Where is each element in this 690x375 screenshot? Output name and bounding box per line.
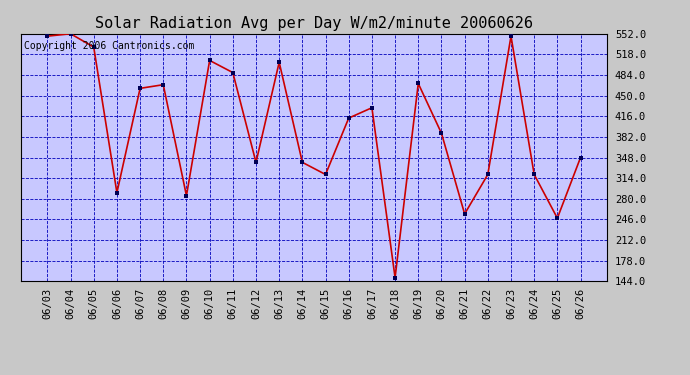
- Point: [343, 115, 354, 121]
- Point: [575, 154, 586, 160]
- Point: [320, 171, 331, 177]
- Point: [552, 215, 563, 221]
- Point: [366, 105, 377, 111]
- Point: [297, 159, 308, 165]
- Title: Solar Radiation Avg per Day W/m2/minute 20060626: Solar Radiation Avg per Day W/m2/minute …: [95, 16, 533, 31]
- Point: [506, 33, 517, 39]
- Point: [250, 159, 262, 165]
- Point: [158, 82, 169, 88]
- Point: [390, 274, 401, 280]
- Point: [227, 70, 238, 76]
- Point: [413, 81, 424, 87]
- Point: [135, 86, 146, 92]
- Point: [65, 31, 76, 37]
- Point: [111, 190, 122, 196]
- Point: [42, 33, 53, 39]
- Point: [436, 130, 447, 136]
- Point: [181, 193, 192, 199]
- Point: [88, 44, 99, 50]
- Point: [482, 171, 493, 177]
- Point: [274, 59, 285, 65]
- Point: [204, 57, 215, 63]
- Text: Copyright 2006 Cantronics.com: Copyright 2006 Cantronics.com: [23, 41, 194, 51]
- Point: [529, 171, 540, 177]
- Point: [459, 211, 470, 217]
